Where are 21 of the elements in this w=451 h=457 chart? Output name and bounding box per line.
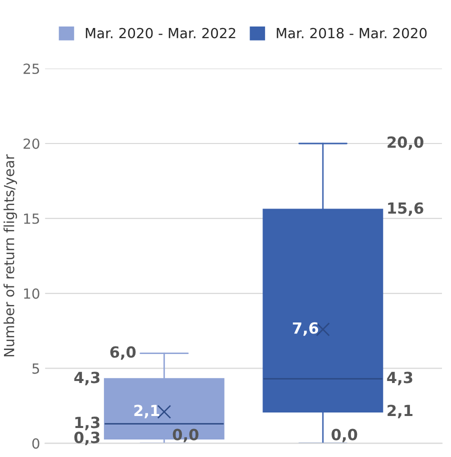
text: 0,0: [172, 428, 198, 442]
text: 1,3: [75, 416, 100, 430]
legend-label: Mar. 2018 - Mar. 2020: [276, 28, 427, 38]
text: 6,0: [110, 346, 136, 360]
y-tick-label: 20: [24, 138, 40, 149]
text: 2,1: [134, 404, 160, 418]
text: 4,3: [387, 372, 412, 386]
text: 15,6: [388, 202, 424, 216]
text: 4,3: [74, 372, 100, 386]
text: 0,0: [332, 428, 358, 442]
y-tick-label: 5: [32, 363, 40, 374]
text: 20,0: [388, 136, 424, 150]
y-tick-label: 10: [24, 288, 40, 299]
legend-label: Mar. 2020 - Mar. 2022: [86, 28, 236, 38]
y-tick-label: 25: [24, 64, 40, 74]
text: 0,3: [74, 432, 100, 446]
y-tick-label: 15: [24, 214, 40, 224]
y-axis-title: Number of return flights/year: [4, 154, 18, 356]
y-tick-label: 0: [32, 438, 40, 449]
text: 2,1: [388, 404, 412, 418]
text: 7,6: [292, 322, 318, 336]
